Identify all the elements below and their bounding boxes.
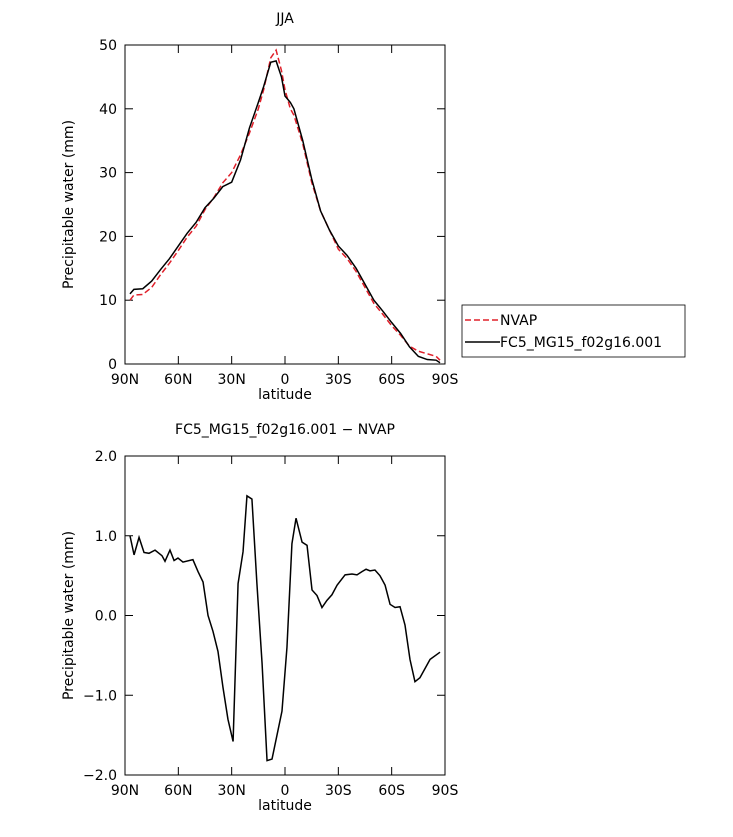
y-tick-label: 40 — [99, 102, 117, 118]
y-tick-label: 50 — [99, 38, 117, 54]
y-tick-label: 30 — [99, 166, 117, 182]
y-tick-label: 10 — [99, 293, 117, 309]
x-tick-label: 30N — [218, 783, 246, 799]
x-tick-label: 60S — [378, 783, 405, 799]
y-tick-label: 0 — [108, 357, 117, 373]
y-tick-label: 20 — [99, 229, 117, 245]
legend-label: FC5_MG15_f02g16.001 — [500, 335, 662, 351]
y-tick-label: 0.0 — [95, 609, 117, 625]
x-tick-label: 90S — [432, 783, 459, 799]
x-tick-label: 60S — [378, 372, 405, 388]
x-tick-label: 30S — [325, 372, 352, 388]
data-line — [129, 60, 441, 364]
legend-label: NVAP — [500, 313, 537, 329]
x-tick-label: 90S — [432, 372, 459, 388]
data-line — [129, 494, 441, 762]
x-tick-label: 90N — [111, 372, 139, 388]
x-tick-label: 60N — [164, 783, 192, 799]
x-tick-label: 60N — [164, 372, 192, 388]
x-tick-label: 0 — [281, 372, 290, 388]
x-axis-label: latitude — [258, 387, 312, 403]
y-tick-label: −2.0 — [83, 768, 117, 784]
x-tick-label: 0 — [281, 783, 290, 799]
x-tick-label: 30N — [218, 372, 246, 388]
legend-box — [461, 304, 686, 358]
y-tick-label: 2.0 — [95, 449, 117, 465]
x-tick-label: 90N — [111, 783, 139, 799]
y-tick-label: 1.0 — [95, 529, 117, 545]
x-axis-label: latitude — [258, 798, 312, 814]
y-axis-label: Precipitable water (mm) — [61, 531, 77, 700]
chart-title: FC5_MG15_f02g16.001 − NVAP — [175, 422, 395, 438]
data-line — [129, 48, 441, 361]
plot-frame — [124, 455, 446, 776]
y-axis-label: Precipitable water (mm) — [61, 120, 77, 289]
chart-title: JJA — [275, 11, 294, 27]
x-tick-label: 30S — [325, 783, 352, 799]
y-tick-label: −1.0 — [83, 688, 117, 704]
